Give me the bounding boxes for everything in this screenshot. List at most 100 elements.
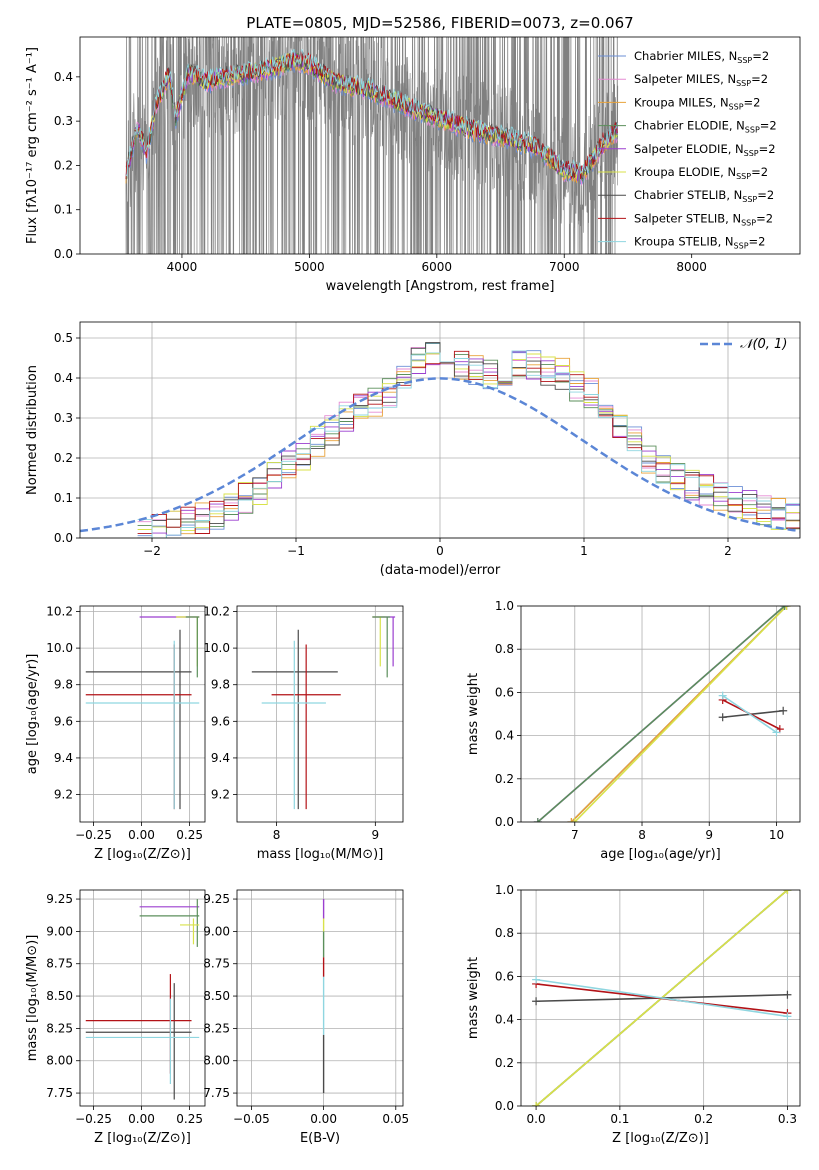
legend-entry: Kroupa STELIB, NSSP=2	[634, 235, 765, 251]
residual-histogram-step	[137, 350, 800, 538]
y-tick-label: 9.6	[54, 714, 73, 728]
y-tick-label: 8.25	[203, 1021, 230, 1035]
y-tick-label: 10.2	[46, 604, 73, 618]
axes-frame	[79, 36, 801, 255]
axes-frame	[236, 889, 404, 1107]
weight-line	[535, 978, 788, 1018]
x-tick-label: 0.25	[176, 828, 203, 842]
weight-line	[722, 709, 784, 719]
age-vs-Z-axes: −0.25 0.00 0.25 9.2 9.4 9.6 9.8 10.0 10.2 Z [log₁…	[25, 604, 206, 862]
x-tick-label: 8	[273, 828, 281, 842]
legend-entry: Chabrier STELIB, NSSP=2	[634, 188, 774, 204]
axes-frame	[79, 321, 801, 539]
gaussian-legend-label: 𝒩(0, 1)	[740, 337, 787, 352]
weight-marker	[783, 1012, 792, 1021]
axes-frame	[520, 605, 801, 823]
y-tick-label: 0.0	[495, 815, 514, 829]
y-tick-label: 0.5	[54, 331, 73, 345]
weight-marker	[782, 606, 791, 610]
legend-entry: Salpeter STELIB, NSSP=2	[634, 211, 773, 227]
x-tick-label: 10	[769, 828, 784, 842]
x-axis-label: wavelength [Angstrom, rest frame]	[326, 279, 555, 294]
weight-marker	[532, 1102, 541, 1106]
weight-marker	[567, 818, 576, 822]
x-tick-label: −0.25	[75, 828, 112, 842]
y-axis-label: mass [log₁₀(M/M⊙)]	[25, 935, 40, 1062]
weight-marker	[772, 728, 781, 737]
x-tick-label: −1	[287, 544, 305, 558]
y-axis-label: Normed distribution	[25, 365, 40, 495]
y-tick-label: 0.4	[54, 371, 73, 385]
axes-frame	[520, 889, 801, 1107]
y-tick-label: 0.0	[54, 531, 73, 545]
y-tick-label: 0.0	[495, 1099, 514, 1113]
x-tick-label: 5000	[294, 260, 325, 274]
y-tick-label: 1.0	[495, 883, 514, 897]
x-axis-label: Z [log₁₀(Z/Z⊙)]	[612, 1131, 709, 1146]
y-tick-label: 0.2	[54, 158, 73, 172]
residual-histogram-step	[137, 346, 800, 537]
y-tick-label: 0.8	[495, 926, 514, 940]
y-tick-label: 0.4	[495, 729, 514, 743]
x-axis-label: (data-model)/error	[380, 563, 501, 578]
observed-spectrum	[125, 37, 619, 254]
legend-entry: Kroupa MILES, NSSP=2	[634, 95, 760, 111]
residual-histogram-step	[137, 343, 800, 537]
x-tick-label: −0.05	[233, 1112, 270, 1126]
y-tick-label: 9.2	[211, 788, 230, 802]
y-tick-label: 8.50	[203, 989, 230, 1003]
y-tick-label: 9.8	[211, 678, 230, 692]
weight-line	[722, 694, 777, 734]
weight-line	[574, 606, 788, 822]
y-axis-label: Flux [fλ10⁻¹⁷ erg cm⁻² s⁻¹ A⁻¹]	[25, 47, 40, 244]
y-tick-label: 0.6	[495, 969, 514, 983]
y-tick-label: 0.2	[495, 1056, 514, 1070]
y-tick-label: 9.2	[54, 788, 73, 802]
y-axis-label: mass weight	[466, 673, 481, 755]
weight-marker	[718, 713, 727, 722]
x-tick-label: 7	[571, 828, 579, 842]
x-tick-label: 0.2	[694, 1112, 713, 1126]
x-tick-label: −0.25	[75, 1112, 112, 1126]
mass-vs-ebv-axes: −0.05 0.00 0.05 7.75 8.00 8.25 8.50 8.75 9.00 9.2…	[203, 889, 409, 1146]
gaussian-curve	[80, 377, 800, 533]
weight-marker	[783, 990, 792, 999]
weight-marker	[532, 997, 541, 1006]
y-tick-label: 9.25	[203, 892, 230, 906]
y-tick-label: 1.0	[495, 599, 514, 613]
y-tick-label: 0.6	[495, 685, 514, 699]
x-axis-label: E(B-V)	[300, 1131, 340, 1146]
weight-vs-Z-axes: 0.0 0.1 0.2 0.3 0.0 0.2 0.4 0.6 0.8 1.0 Z [log₁₀(Z…	[466, 883, 801, 1146]
y-tick-label: 9.4	[54, 751, 73, 765]
y-axis-label: age [log₁₀(age/yr)]	[25, 654, 40, 775]
y-tick-label: 0.0	[54, 247, 73, 261]
y-tick-label: 10.2	[203, 604, 230, 618]
weight-marker	[779, 706, 788, 715]
weight-marker	[718, 691, 727, 700]
x-tick-label: 0.1	[610, 1112, 629, 1126]
legend-entry: Kroupa ELODIE, NSSP=2	[634, 165, 768, 181]
age-vs-mass-axes: 8 9 9.2 9.4 9.6 9.8 10.0 10.2 mass [log₁₀(M/M⊙)]	[203, 604, 404, 862]
x-axis-label: mass [log₁₀(M/M⊙)]	[257, 847, 384, 862]
y-tick-label: 0.3	[54, 114, 73, 128]
x-tick-label: 1	[580, 544, 588, 558]
x-axis-label: age [log₁₀(age/yr)]	[600, 847, 721, 862]
chart-title: PLATE=0805, MJD=52586, FIBERID=0073, z=0…	[246, 14, 633, 32]
y-tick-label: 0.8	[495, 642, 514, 656]
y-axis-label: mass weight	[466, 957, 481, 1039]
y-tick-label: 9.00	[46, 924, 73, 938]
y-tick-label: 7.75	[203, 1086, 230, 1100]
x-tick-label: 0.25	[176, 1112, 203, 1126]
model-spectrum	[125, 48, 618, 177]
x-tick-label: 9	[372, 828, 380, 842]
weight-marker	[532, 975, 541, 984]
y-tick-label: 9.6	[211, 714, 230, 728]
y-tick-label: 8.25	[46, 1021, 73, 1035]
y-tick-label: 0.1	[54, 203, 73, 217]
y-tick-label: 0.4	[54, 70, 73, 84]
weight-marker	[783, 890, 792, 894]
x-tick-label: 0.00	[128, 828, 155, 842]
y-tick-label: 0.3	[54, 411, 73, 425]
x-tick-label: 6000	[422, 260, 453, 274]
x-tick-label: 7000	[549, 260, 580, 274]
